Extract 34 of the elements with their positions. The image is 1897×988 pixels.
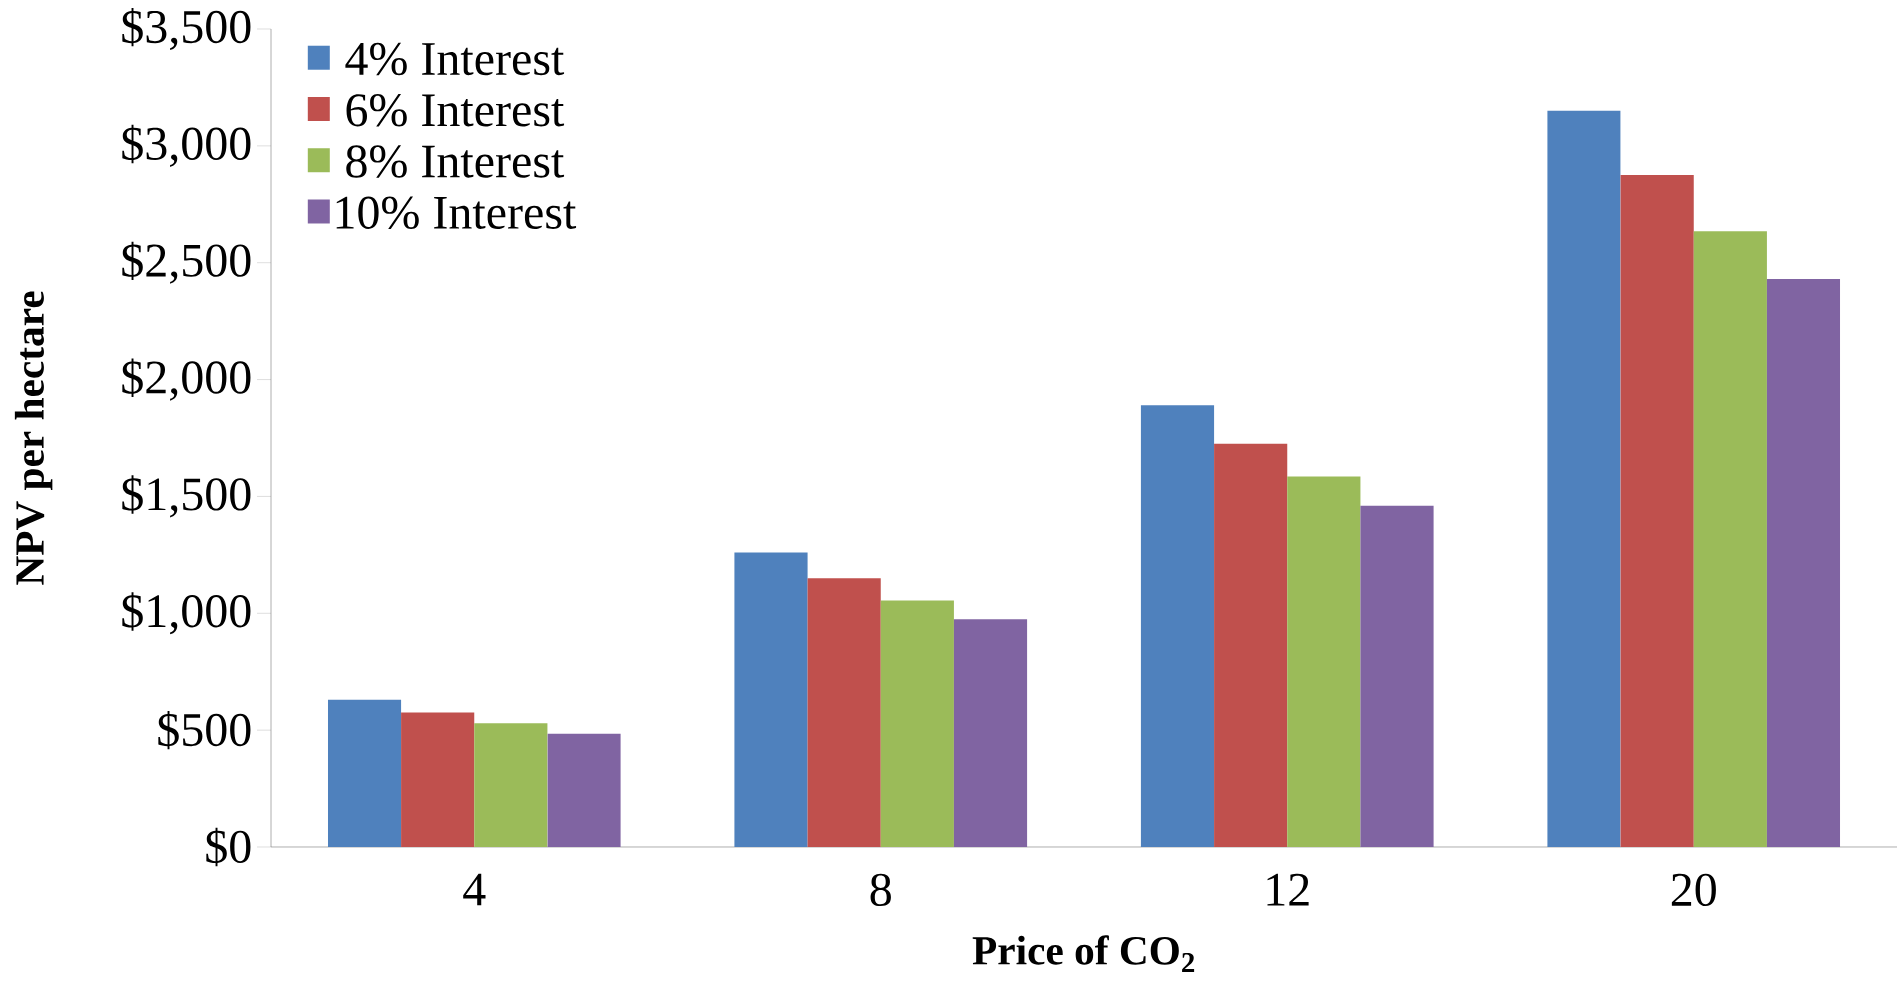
bar: [1287, 476, 1361, 847]
legend-label: 10% Interest: [336, 196, 577, 230]
y-axis-title: NPV per hectare: [14, 291, 53, 585]
y-tick-label: $3,000: [122, 124, 251, 167]
x-axis-title: Price of CO$_{2}$: [972, 935, 1195, 973]
bar: [1360, 505, 1434, 847]
bar: [880, 600, 954, 847]
bar: [1620, 175, 1694, 847]
legend-label: 8% Interest: [346, 145, 565, 178]
y-tick-label: $2,500: [122, 241, 251, 284]
bar: [1140, 405, 1215, 847]
bar: [1214, 443, 1288, 847]
bar: [1693, 231, 1767, 847]
x-tick-label: 4: [463, 873, 486, 906]
y-tick-label: $2,000: [122, 358, 251, 401]
bar: [953, 619, 1028, 847]
legend-label: 6% Interest: [346, 94, 565, 127]
bar: [1766, 279, 1841, 847]
y-tick-label: $3,500: [122, 7, 251, 51]
x-tick-label: 20: [1671, 873, 1716, 907]
y-tick-label: $500: [158, 710, 251, 750]
y-tick-label: $1,000: [122, 592, 251, 635]
legend-label: 4% Interest: [345, 42, 565, 76]
y-tick-label: $1,500: [122, 475, 251, 518]
bar: [807, 578, 881, 847]
bar: [401, 712, 475, 847]
x-tick-label: 8: [870, 873, 891, 907]
bar: [734, 552, 808, 847]
bar: [327, 699, 402, 847]
x-tick-label: 12: [1267, 873, 1309, 906]
bar: [547, 733, 621, 847]
bar: [1547, 110, 1621, 847]
y-tick-label: $0: [206, 827, 251, 867]
bar: [474, 723, 548, 847]
